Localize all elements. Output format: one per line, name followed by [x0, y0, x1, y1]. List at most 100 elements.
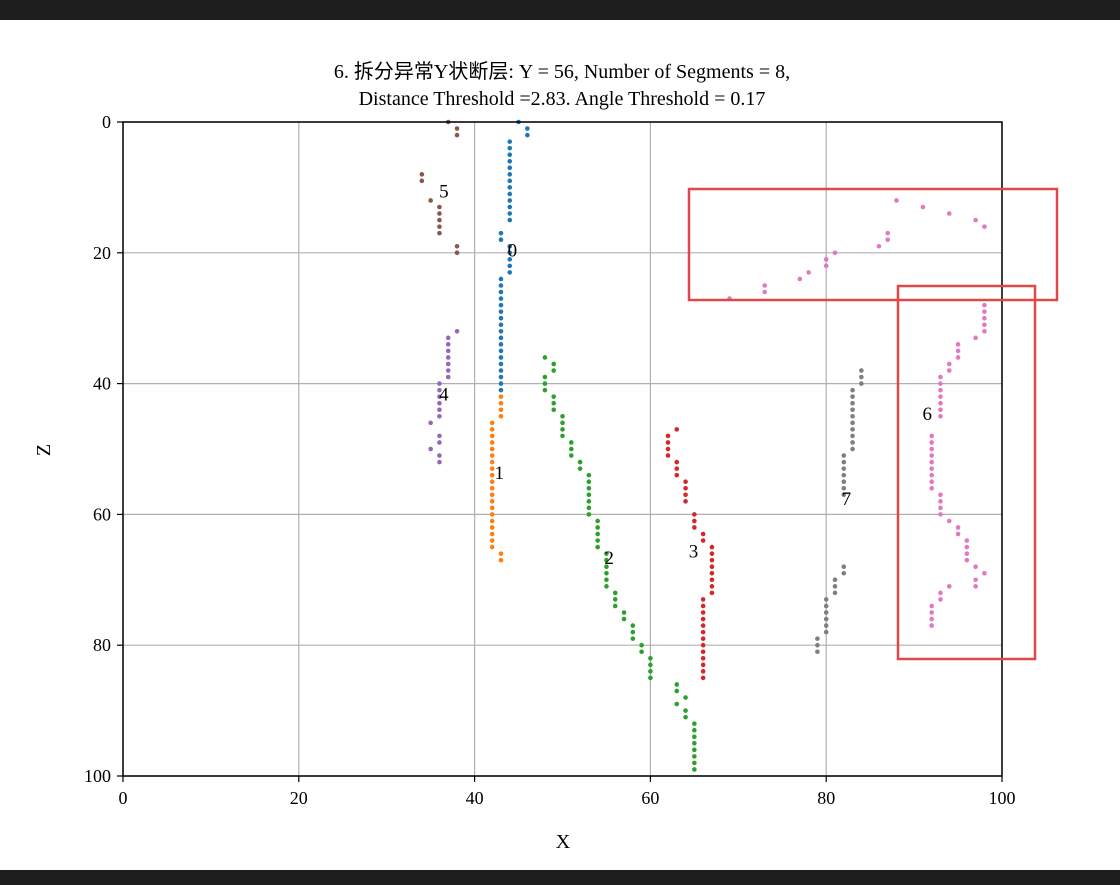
data-point [437, 387, 442, 393]
data-point [832, 577, 838, 583]
data-point [489, 440, 495, 445]
data-point [525, 132, 530, 138]
data-point [850, 387, 855, 393]
y-axis-label: Z [33, 444, 55, 456]
data-point [982, 315, 987, 321]
data-point [692, 518, 697, 524]
data-point [586, 499, 592, 504]
data-point [586, 472, 592, 478]
data-point [700, 669, 706, 674]
data-point [850, 427, 855, 432]
data-point [437, 230, 442, 236]
data-point [938, 407, 943, 413]
data-point [700, 616, 706, 622]
data-point [507, 191, 513, 197]
axes-frame [122, 121, 1003, 777]
data-point [850, 420, 855, 426]
chart-title-line-2: Distance Threshold =2.83. Angle Threshol… [359, 88, 766, 110]
data-point [604, 557, 609, 563]
highlight-box-right [896, 284, 1037, 661]
data-point [982, 570, 987, 576]
data-point [648, 662, 653, 668]
data-point [929, 603, 934, 609]
data-point [498, 381, 504, 386]
data-point [568, 440, 574, 445]
data-point [560, 414, 565, 419]
data-point [929, 472, 934, 478]
data-point [507, 263, 513, 269]
data-point [586, 505, 592, 511]
data-point [498, 342, 504, 347]
data-point [612, 590, 618, 596]
data-point [577, 466, 583, 471]
data-point [437, 440, 442, 445]
data-point [700, 610, 706, 615]
data-point [832, 584, 838, 589]
data-point [560, 433, 565, 439]
data-point [489, 525, 495, 530]
data-point [612, 603, 618, 609]
data-point [445, 368, 451, 373]
data-point [815, 649, 820, 655]
data-point [823, 610, 829, 615]
data-point [498, 322, 504, 328]
data-point [507, 250, 513, 256]
data-point [507, 257, 513, 262]
data-point [929, 479, 934, 485]
data-point [428, 198, 433, 203]
data-point [692, 754, 697, 759]
data-point [586, 485, 592, 491]
data-point [507, 145, 513, 151]
data-point [489, 512, 495, 517]
data-point [700, 675, 706, 681]
data-point [454, 132, 460, 138]
data-point [841, 472, 847, 478]
data-point [542, 381, 548, 386]
data-point [437, 453, 442, 458]
data-point [982, 302, 987, 308]
data-point [419, 178, 425, 184]
data-point [674, 459, 680, 465]
x-tick-label: 60 [641, 788, 659, 808]
data-point [929, 453, 934, 458]
data-point [700, 629, 706, 635]
data-point [595, 531, 600, 537]
data-point [841, 459, 847, 465]
data-point [709, 584, 715, 589]
data-point [489, 479, 495, 485]
data-point [700, 597, 706, 602]
data-point [445, 374, 451, 380]
data-point [604, 551, 609, 556]
segment-5-points [419, 119, 460, 256]
data-point [762, 289, 767, 295]
data-point [709, 590, 715, 596]
data-point [973, 564, 978, 570]
y-tick-label: 0 [102, 112, 111, 132]
data-point [929, 440, 934, 445]
data-point [648, 675, 653, 681]
data-point [498, 394, 504, 399]
data-point [955, 525, 961, 530]
y-tick-label: 40 [93, 374, 111, 394]
data-point [709, 564, 715, 570]
data-point [929, 466, 934, 471]
data-point [850, 446, 855, 452]
data-point [507, 158, 513, 164]
data-point [674, 701, 680, 707]
data-point [489, 485, 495, 491]
data-point [665, 440, 671, 445]
data-point [823, 616, 829, 622]
data-point [498, 296, 504, 301]
data-point [700, 603, 706, 609]
data-point [973, 335, 978, 341]
data-point [612, 597, 618, 602]
grid-lines [122, 121, 1003, 777]
data-point [674, 472, 680, 478]
data-point [982, 328, 987, 334]
data-point [700, 538, 706, 543]
data-point [683, 708, 688, 713]
data-point [498, 348, 504, 354]
data-point [507, 178, 513, 184]
segment-4-points [428, 328, 460, 465]
data-point [437, 211, 442, 216]
